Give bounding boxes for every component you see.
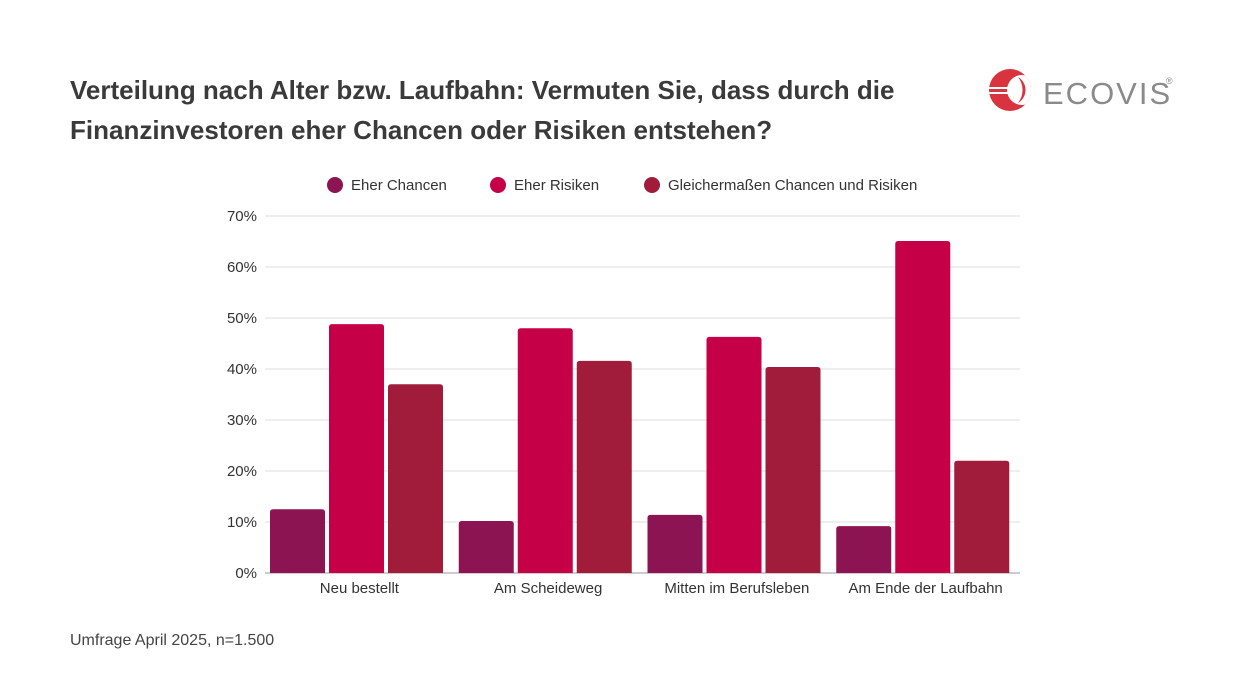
x-tick-label: Am Scheideweg (494, 580, 602, 597)
y-tick-label: 40% (227, 361, 257, 378)
x-tick-label: Mitten im Berufsleben (664, 580, 809, 597)
bar-gleichermaßen-chancen-und-risiken (388, 384, 443, 573)
ecovis-logo: ECOVIS ® (989, 69, 1173, 111)
bars (270, 240, 1010, 574)
y-tick-label: 30% (227, 412, 257, 429)
bar-gleichermaßen-chancen-und-risiken (765, 366, 821, 573)
bar-eher-chancen (647, 514, 703, 573)
bar-eher-risiken (329, 324, 384, 573)
y-tick-label: 50% (227, 310, 257, 327)
bar-eher-risiken (517, 328, 573, 573)
bar-eher-chancen (836, 526, 892, 573)
svg-text:®: ® (1166, 76, 1173, 86)
bar-eher-chancen (270, 509, 325, 573)
legend-label: Gleichermaßen Chancen und Risiken (668, 177, 917, 194)
y-tick-label: 10% (227, 514, 257, 531)
chart-title: Verteilung nach Alter bzw. Laufbahn: Ver… (70, 75, 895, 145)
x-tick-label: Am Ende der Laufbahn (848, 580, 1002, 597)
y-tick-label: 20% (227, 463, 257, 480)
y-tick-label: 0% (235, 565, 257, 582)
legend-label: Eher Chancen (351, 177, 447, 194)
bar-eher-chancen (458, 520, 514, 573)
svg-text:ECOVIS: ECOVIS (1043, 76, 1172, 111)
y-tick-label: 60% (227, 259, 257, 276)
y-tick-label: 70% (227, 208, 257, 225)
legend-marker (644, 177, 660, 193)
bar-eher-risiken (706, 336, 762, 573)
legend-marker (327, 177, 343, 193)
bar-gleichermaßen-chancen-und-risiken (576, 360, 632, 573)
source-note: Umfrage April 2025, n=1.500 (70, 632, 275, 649)
x-tick-label: Neu bestellt (320, 580, 400, 597)
legend-marker (490, 177, 506, 193)
x-axis-labels: Neu bestellt Am Scheideweg Mitten im Beruf… (320, 580, 1003, 597)
bar-eher-risiken (895, 240, 951, 574)
legend: Eher Chancen Eher Risiken Gleichermaßen Ch… (327, 177, 917, 194)
legend-label: Eher Risiken (514, 177, 599, 194)
bar-gleichermaßen-chancen-und-risiken (954, 460, 1010, 573)
